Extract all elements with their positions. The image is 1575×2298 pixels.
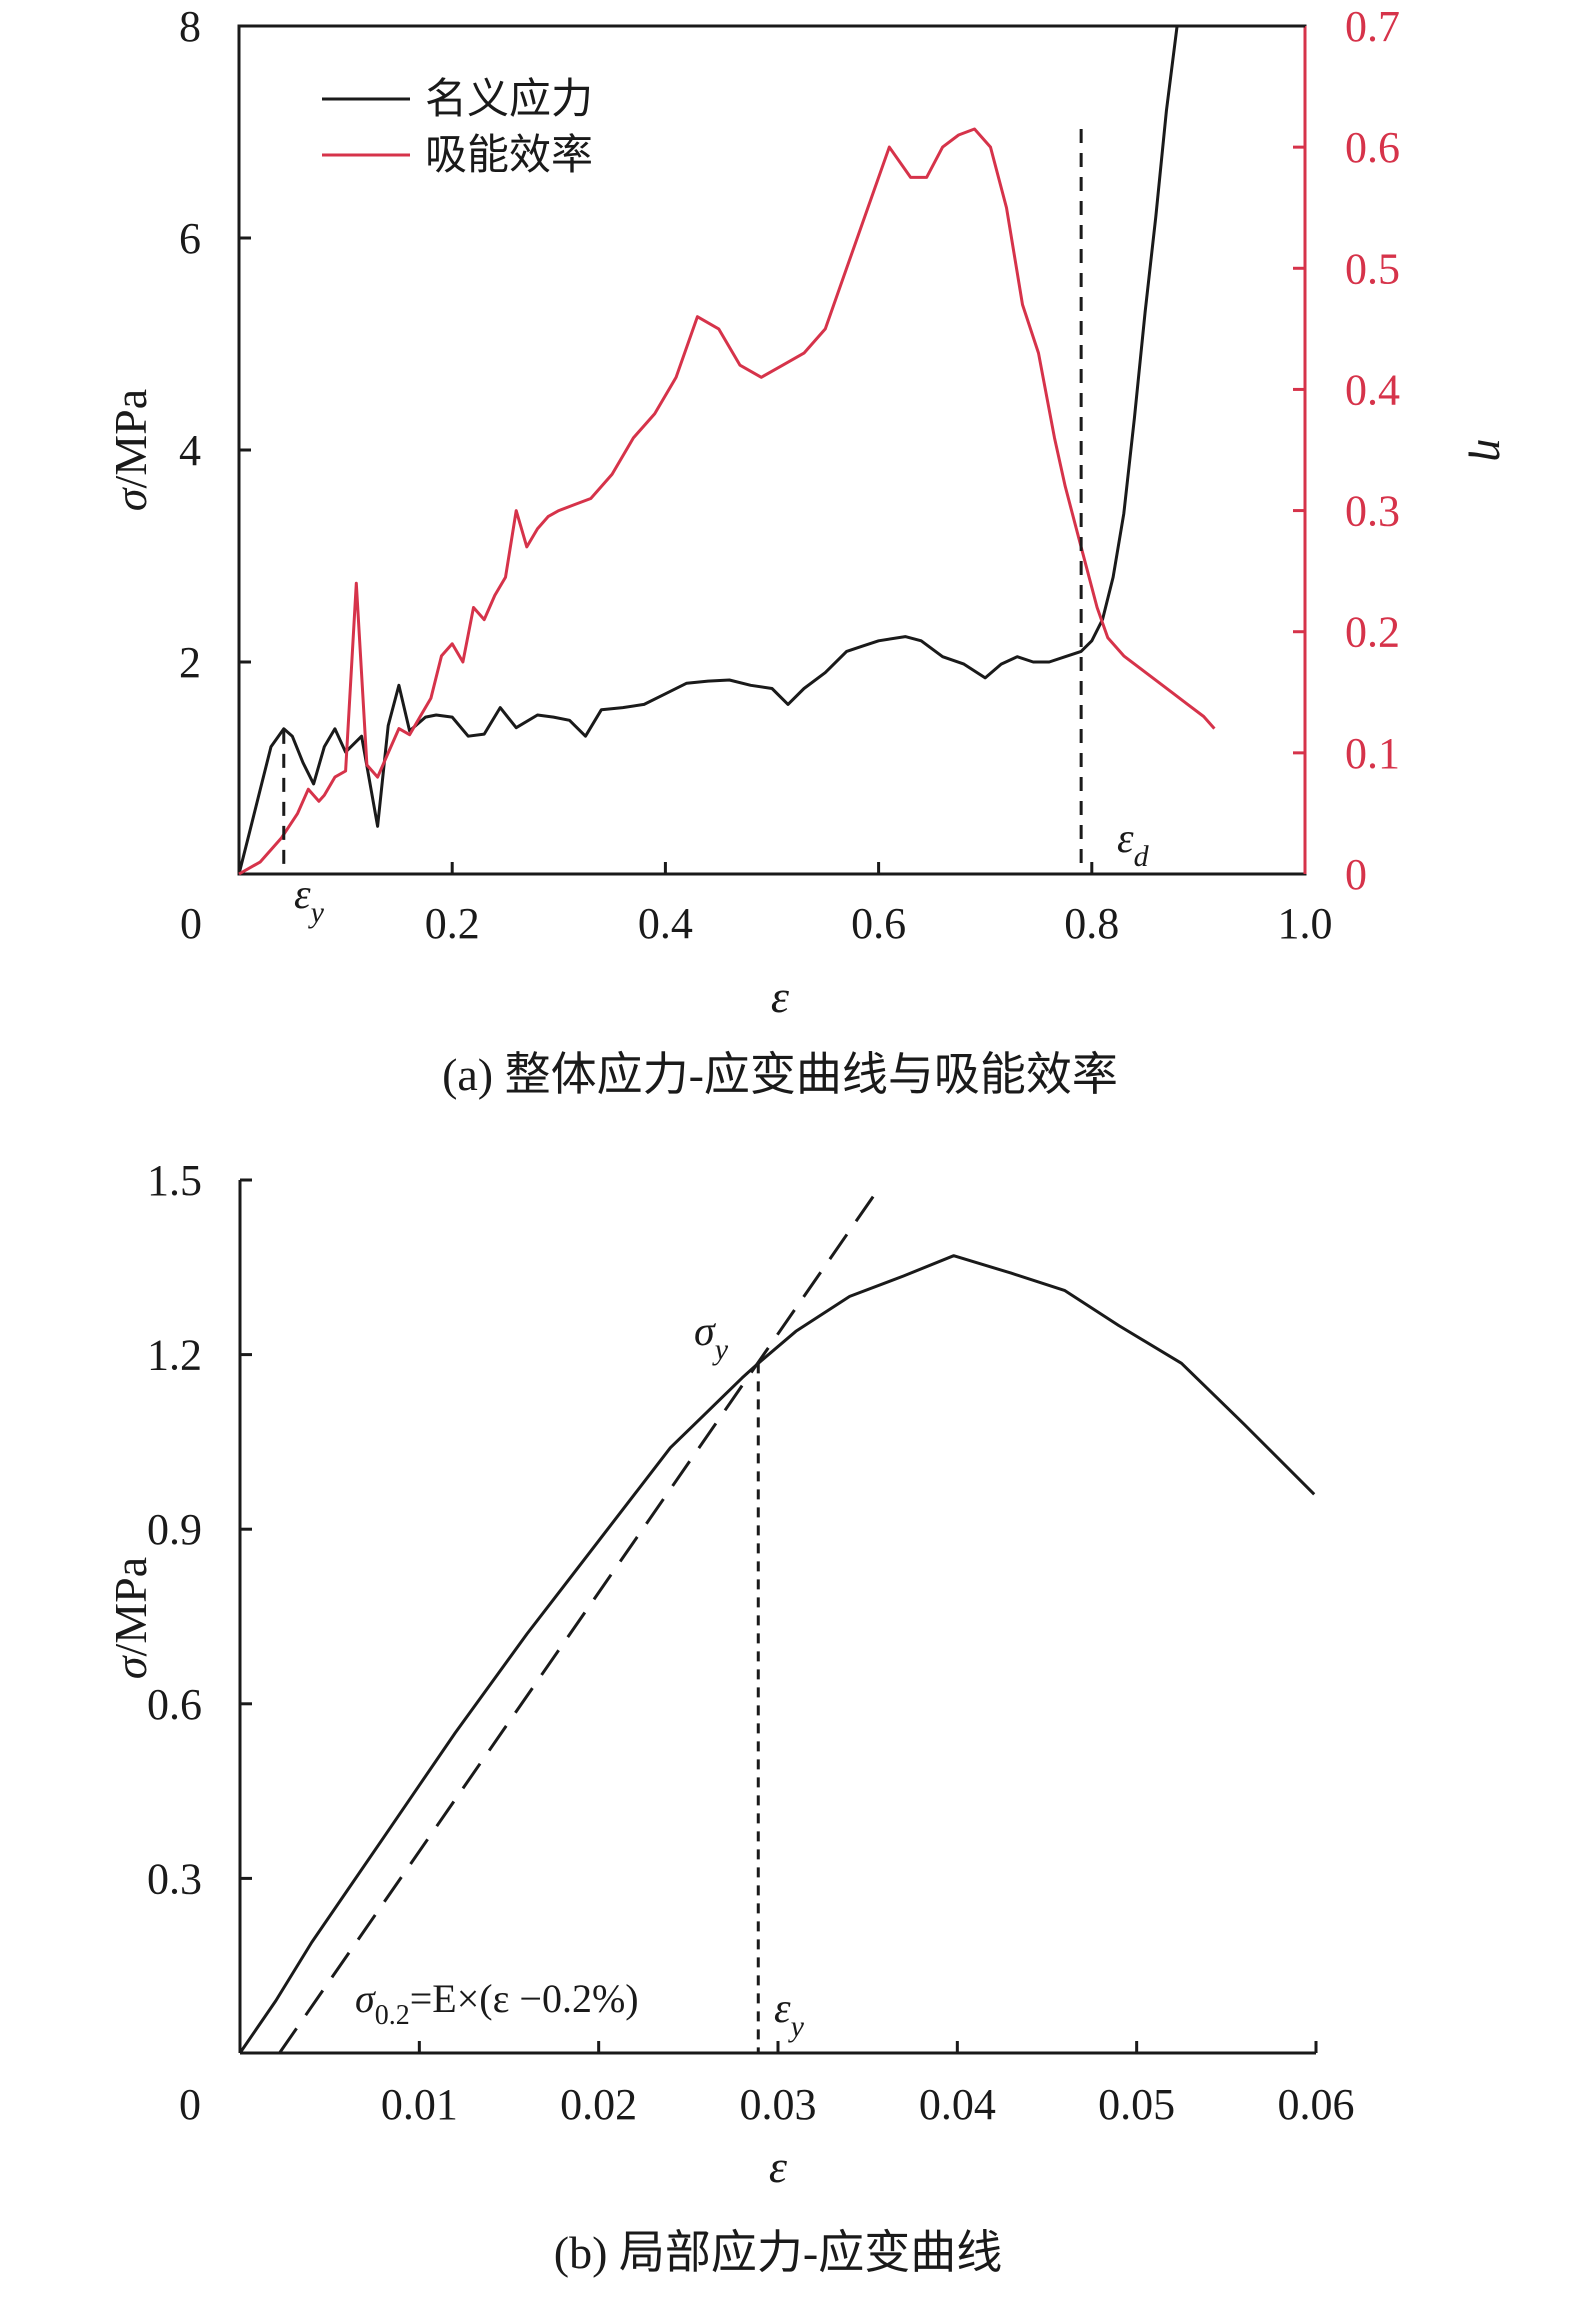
chart-b-y-tick-label: 1.2 (147, 1331, 202, 1380)
chart-b-y-tick-label: 0.9 (147, 1505, 202, 1554)
legend-label-stress: 名义应力 (425, 76, 593, 123)
chart-b: 0 0.01 0.02 0.03 0.04 0.05 0.06 0.3 0.6 0.9 1.2 1.… (105, 1156, 1355, 2278)
chart-a-caption: (a) 整体应力-应变曲线与吸能效率 (442, 1049, 1118, 1100)
stress-series-line (237, 24, 1305, 875)
chart-b-x-ticks: 0 0.01 0.02 0.03 0.04 0.05 0.06 (179, 2041, 1355, 2129)
chart-a-eps-y-symbol: ε (294, 872, 311, 918)
chart-a: 0 0.2 0.4 0.6 0.8 1.0 2 4 6 8 0 0.1 0.2 0.3 0.4 0.5 0.… (105, 2, 1519, 1100)
chart-a-series (237, 24, 1305, 876)
chart-b-y-axis-symbol: σ (105, 1654, 156, 1679)
chart-a-legend: 名义应力 吸能效率 (322, 76, 593, 179)
chart-a-x-tick-label: 0 (180, 899, 202, 948)
chart-b-x-tick-label: 0.04 (919, 2080, 996, 2129)
chart-a-x-tick-label: 0.4 (638, 899, 693, 948)
chart-b-series (238, 1190, 1316, 2054)
chart-a-y-ticks: 2 4 6 8 (179, 2, 251, 687)
chart-b-y-axis-unit: /MPa (105, 1557, 156, 1657)
chart-a-y-axis-label: σ/MPa (105, 389, 156, 511)
chart-b-eps-y-symbol: ε (774, 1986, 791, 2032)
local-stress-series-line (238, 1254, 1316, 2054)
chart-b-sigma-y-symbol: σ (694, 1309, 717, 1355)
chart-a-y2-ticks: 0 0.1 0.2 0.3 0.4 0.5 0.6 0.7 (1293, 2, 1400, 899)
chart-a-y-tick-label: 8 (179, 2, 201, 51)
chart-a-y2-tick-label: 0.7 (1345, 2, 1400, 51)
chart-b-formula: σ0.2=E×(ε −0.2%) (355, 1976, 639, 2031)
chart-a-eps-d-symbol: ε (1117, 816, 1134, 862)
chart-b-formula-sub: 0.2 (375, 2000, 410, 2031)
chart-a-y-tick-label: 4 (179, 426, 201, 475)
chart-b-y-ticks: 0.3 0.6 0.9 1.2 1.5 (147, 1156, 252, 1903)
chart-a-y-tick-label: 2 (179, 638, 201, 687)
chart-b-x-tick-label: 0.06 (1278, 2080, 1355, 2129)
chart-a-plot-frame (237, 24, 1307, 876)
chart-a-y-axis-symbol: σ (105, 486, 156, 511)
chart-b-eps-y-sub: y (788, 2010, 805, 2043)
chart-b-x-tick-label: 0.01 (381, 2080, 458, 2129)
legend-label-efficiency: 吸能效率 (425, 132, 593, 179)
chart-a-x-axis-label: ε (771, 971, 790, 1022)
chart-a-x-tick-label: 0.2 (425, 899, 480, 948)
chart-b-sigma-y-sub: y (712, 1333, 729, 1366)
chart-a-y2-axis-label: η (1468, 439, 1519, 462)
chart-a-eps-d-label: εd (1117, 816, 1150, 873)
chart-b-x-tick-label: 0 (179, 2080, 201, 2129)
chart-a-y2-tick-label: 0.2 (1345, 608, 1400, 657)
chart-a-y2-tick-label: 0.1 (1345, 729, 1400, 778)
chart-a-y-axis-unit: /MPa (105, 389, 156, 489)
chart-b-formula-sigma: σ (355, 1976, 376, 2021)
chart-a-x-tick-label: 0.8 (1064, 899, 1119, 948)
efficiency-series-line (238, 127, 1216, 876)
chart-b-x-tick-label: 0.03 (740, 2080, 817, 2129)
chart-b-x-tick-label: 0.05 (1098, 2080, 1175, 2129)
chart-b-sigma-y-label: σy (694, 1309, 729, 1366)
chart-a-y2-tick-label: 0.5 (1345, 244, 1400, 293)
chart-b-formula-text: =E×(ε −0.2%) (410, 1976, 639, 2021)
chart-b-y-tick-label: 0.6 (147, 1680, 202, 1729)
chart-b-caption: (b) 局部应力-应变曲线 (554, 2227, 1002, 2278)
chart-a-y2-tick-label: 0.3 (1345, 487, 1400, 536)
chart-a-x-tick-label: 1.0 (1278, 899, 1333, 948)
chart-b-y-axis-label: σ/MPa (105, 1557, 156, 1679)
chart-a-y2-tick-label: 0.4 (1345, 365, 1400, 414)
chart-b-y-tick-label: 0.3 (147, 1854, 202, 1903)
chart-a-x-tick-label: 0.6 (851, 899, 906, 948)
chart-a-y2-tick-label: 0.6 (1345, 123, 1400, 172)
offset-line (278, 1190, 878, 2054)
chart-a-y-tick-label: 6 (179, 214, 201, 263)
chart-b-x-tick-label: 0.02 (560, 2080, 637, 2129)
chart-b-x-axis-label: ε (769, 2141, 788, 2192)
chart-a-eps-y-sub: y (308, 896, 325, 929)
chart-a-y2-tick-label: 0 (1345, 850, 1367, 899)
chart-a-eps-d-sub: d (1134, 840, 1150, 873)
chart-a-guides (282, 128, 1083, 874)
chart-b-y-tick-label: 1.5 (147, 1156, 202, 1205)
chart-a-x-ticks: 0 0.2 0.4 0.6 0.8 1.0 (180, 862, 1333, 948)
chart-a-eps-y-label: εy (294, 872, 325, 929)
chart-b-eps-y-label: εy (774, 1986, 805, 2043)
